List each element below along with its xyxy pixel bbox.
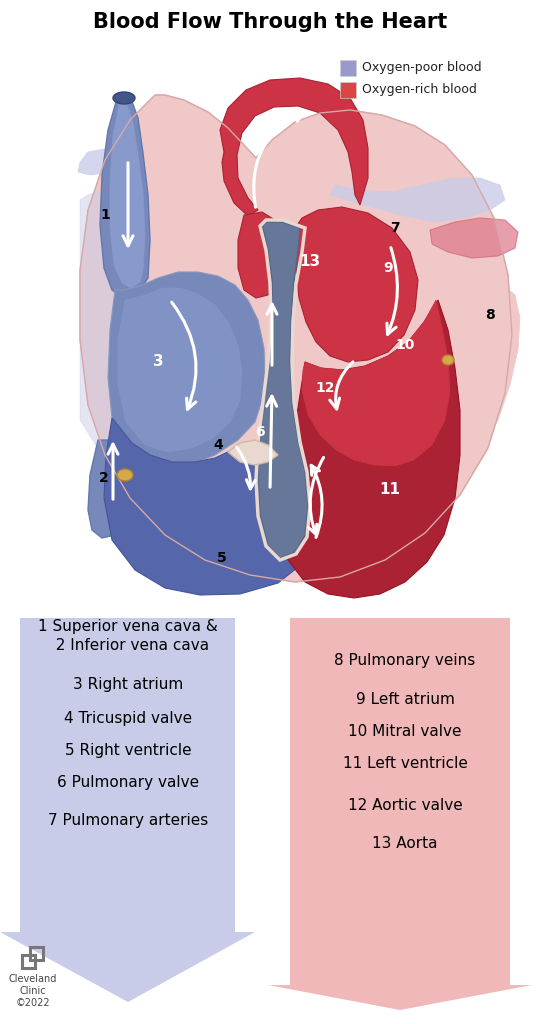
Text: 5 Right ventricle: 5 Right ventricle (65, 742, 191, 758)
Text: 1: 1 (100, 208, 110, 222)
Text: 9: 9 (383, 261, 393, 275)
Polygon shape (228, 440, 278, 465)
Text: Blood Flow Through the Heart: Blood Flow Through the Heart (93, 12, 447, 32)
Ellipse shape (442, 355, 454, 365)
Polygon shape (88, 440, 128, 538)
Polygon shape (430, 218, 518, 258)
Text: 10 Mitral valve: 10 Mitral valve (348, 725, 462, 739)
Text: 12 Aortic valve: 12 Aortic valve (348, 798, 462, 812)
Text: 10: 10 (395, 338, 415, 352)
Polygon shape (258, 222, 308, 558)
Text: 6 Pulmonary valve: 6 Pulmonary valve (57, 774, 199, 790)
Polygon shape (80, 95, 512, 582)
Text: 11: 11 (380, 482, 401, 498)
Polygon shape (0, 618, 255, 1002)
Polygon shape (220, 78, 368, 216)
Polygon shape (118, 288, 242, 452)
Text: 12: 12 (315, 381, 335, 395)
Ellipse shape (113, 92, 135, 104)
Polygon shape (100, 95, 150, 298)
Ellipse shape (117, 469, 133, 481)
Text: 5: 5 (217, 551, 227, 565)
Text: 9 Left atrium: 9 Left atrium (355, 692, 455, 708)
Polygon shape (80, 185, 160, 490)
Text: 7 Pulmonary arteries: 7 Pulmonary arteries (48, 812, 208, 827)
Text: 11 Left ventricle: 11 Left ventricle (342, 757, 468, 771)
Text: Oxygen-poor blood: Oxygen-poor blood (362, 61, 482, 75)
Polygon shape (268, 618, 532, 1010)
Text: 3: 3 (153, 354, 163, 370)
Text: 13: 13 (300, 255, 321, 269)
Bar (340, 60, 356, 76)
Text: 8: 8 (485, 308, 495, 322)
Polygon shape (330, 178, 505, 222)
Text: ©2022: ©2022 (16, 998, 50, 1008)
Text: Cleveland: Cleveland (9, 974, 57, 984)
Text: 4 Tricuspid valve: 4 Tricuspid valve (64, 711, 192, 725)
Polygon shape (295, 207, 418, 362)
Text: 7: 7 (390, 221, 400, 234)
Text: 2: 2 (99, 471, 109, 485)
Text: 13 Aorta: 13 Aorta (372, 837, 438, 852)
Polygon shape (440, 280, 520, 475)
Bar (340, 82, 356, 98)
Text: Oxygen-rich blood: Oxygen-rich blood (362, 84, 477, 96)
Text: Clinic: Clinic (19, 986, 46, 996)
Polygon shape (110, 100, 145, 288)
Polygon shape (104, 418, 316, 595)
Polygon shape (278, 300, 460, 598)
Text: 3 Right atrium: 3 Right atrium (73, 678, 183, 692)
Text: 4: 4 (213, 438, 223, 452)
Polygon shape (78, 148, 128, 175)
Text: 8 Pulmonary veins: 8 Pulmonary veins (334, 652, 476, 668)
Text: 6: 6 (255, 425, 265, 439)
Text: 1 Superior vena cava &
  2 Inferior vena cava: 1 Superior vena cava & 2 Inferior vena c… (38, 618, 218, 653)
Polygon shape (302, 300, 450, 466)
Polygon shape (108, 272, 265, 470)
Polygon shape (238, 212, 283, 298)
